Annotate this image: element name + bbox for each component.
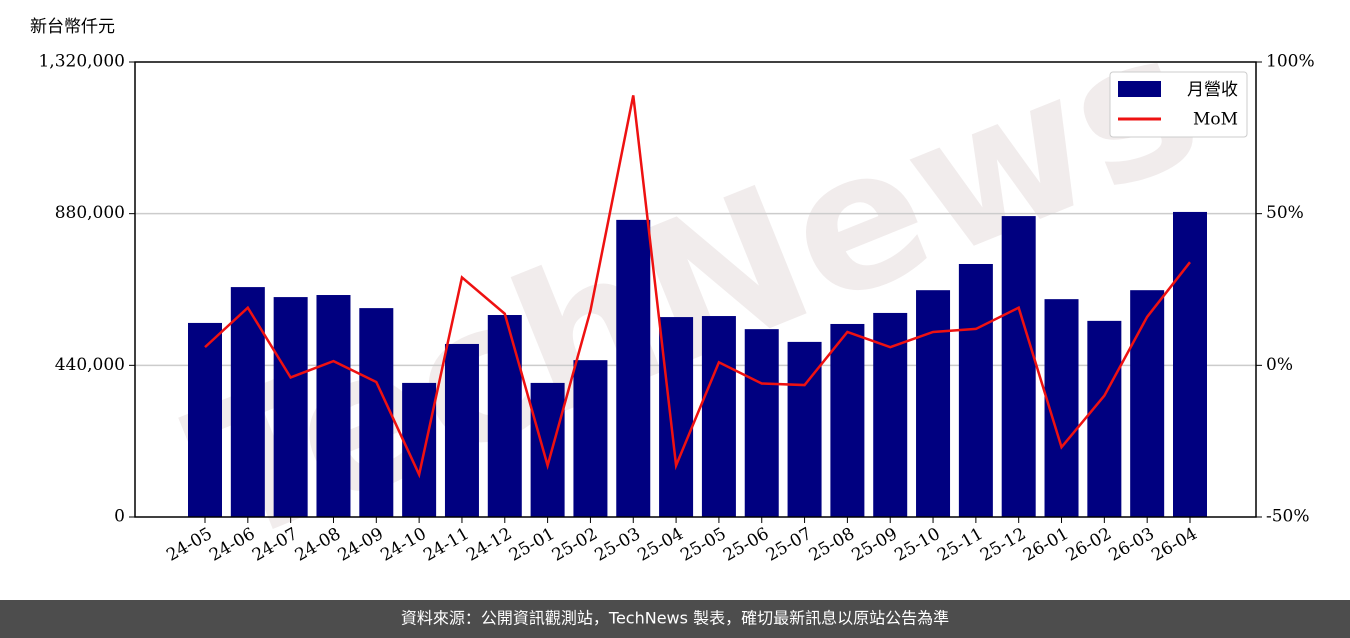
bar	[744, 329, 779, 517]
x-tick-label: 26-03	[1105, 524, 1157, 566]
y2-tick-label: 100%	[1266, 52, 1315, 72]
mom-line	[204, 95, 1191, 479]
bar	[444, 343, 479, 517]
bar	[230, 287, 265, 517]
bar	[530, 382, 565, 517]
y-tick-label: 1,320,000	[38, 52, 125, 72]
y-tick-label: 440,000	[55, 355, 125, 375]
bar	[787, 341, 822, 517]
bar	[958, 263, 993, 517]
x-tick-label: 25-09	[849, 524, 901, 566]
bar	[359, 308, 394, 517]
footer: 資料來源：公開資訊觀測站，TechNews 製表，確切最新訊息以原站公告為準	[401, 609, 949, 628]
bar	[316, 295, 351, 517]
bar	[659, 317, 694, 517]
bar	[188, 322, 222, 517]
x-tick-label: 24-05	[163, 524, 215, 566]
legend-label: MoM	[1193, 110, 1238, 130]
x-tick-label: 25-01	[506, 524, 558, 566]
bar	[701, 316, 736, 517]
x-tick-label: 26-02	[1063, 524, 1115, 566]
y2-tick-label: -50%	[1266, 507, 1310, 527]
x-tick-label: 25-10	[891, 524, 943, 566]
x-tick-label: 24-11	[420, 524, 472, 566]
bar	[830, 323, 865, 517]
x-tick-label: 25-03	[592, 524, 644, 566]
bar	[1173, 211, 1207, 517]
bar	[487, 315, 522, 517]
bar	[616, 219, 651, 517]
y-tick-label: 0	[114, 507, 125, 527]
x-tick-label: 25-02	[549, 524, 601, 566]
bar	[1001, 216, 1036, 518]
legend-label: 月營收	[1187, 80, 1238, 100]
bar	[573, 360, 608, 517]
x-tick-label: 25-07	[763, 524, 815, 566]
footer-bar	[0, 600, 1350, 638]
x-tick-label: 25-12	[977, 524, 1029, 566]
x-tick-label: 25-08	[806, 524, 858, 566]
x-tick-label: 25-06	[720, 524, 772, 566]
x-tick-label: 25-11	[934, 524, 986, 566]
bar	[1087, 320, 1122, 517]
x-tick-label: 26-01	[1020, 524, 1072, 566]
x-tick-label: 25-04	[634, 524, 686, 566]
bar	[1130, 290, 1165, 517]
y-tick-label: 880,000	[55, 203, 125, 223]
legend-swatch	[1118, 81, 1161, 97]
y2-tick-label: 50%	[1266, 203, 1304, 223]
y2-tick-label: 0%	[1266, 355, 1293, 375]
x-tick-label: 26-04	[1148, 524, 1200, 566]
bar	[273, 297, 308, 517]
x-tick-label: 24-12	[463, 524, 515, 566]
bar	[916, 290, 951, 517]
y-axis-label: 新台幣仟元	[30, 17, 115, 37]
plot-frame	[134, 61, 1257, 518]
x-tick-label: 25-05	[677, 524, 729, 566]
